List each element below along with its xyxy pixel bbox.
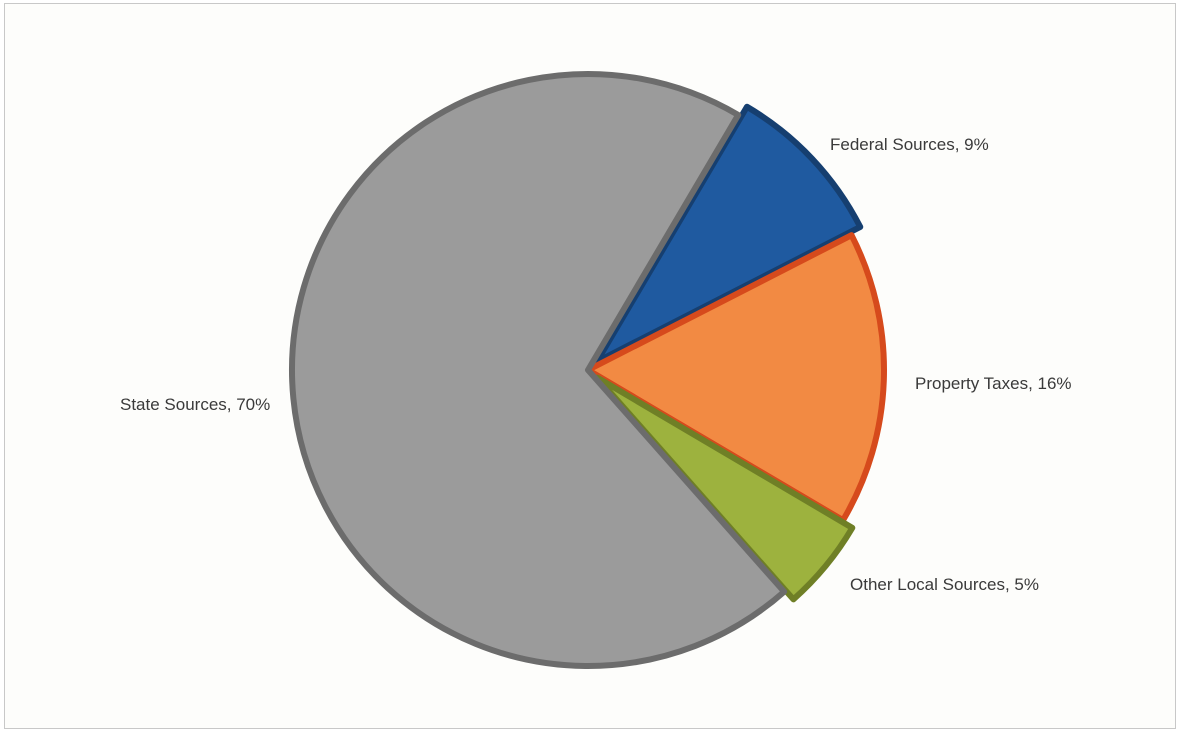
slice-label-state-sources: State Sources, 70%	[120, 395, 270, 414]
slice-property-taxes	[585, 232, 887, 524]
slice-state-sources	[289, 71, 788, 669]
slice-federal-sources	[593, 103, 864, 365]
pie-labels: Federal Sources, 9% Property Taxes, 16% …	[120, 135, 1072, 594]
slice-label-federal-sources: Federal Sources, 9%	[830, 135, 989, 154]
slice-label-other-local-sources: Other Local Sources, 5%	[850, 575, 1039, 594]
slice-other-local-sources	[594, 374, 856, 603]
pie-slices	[289, 71, 887, 669]
slice-label-property-taxes: Property Taxes, 16%	[915, 374, 1072, 393]
